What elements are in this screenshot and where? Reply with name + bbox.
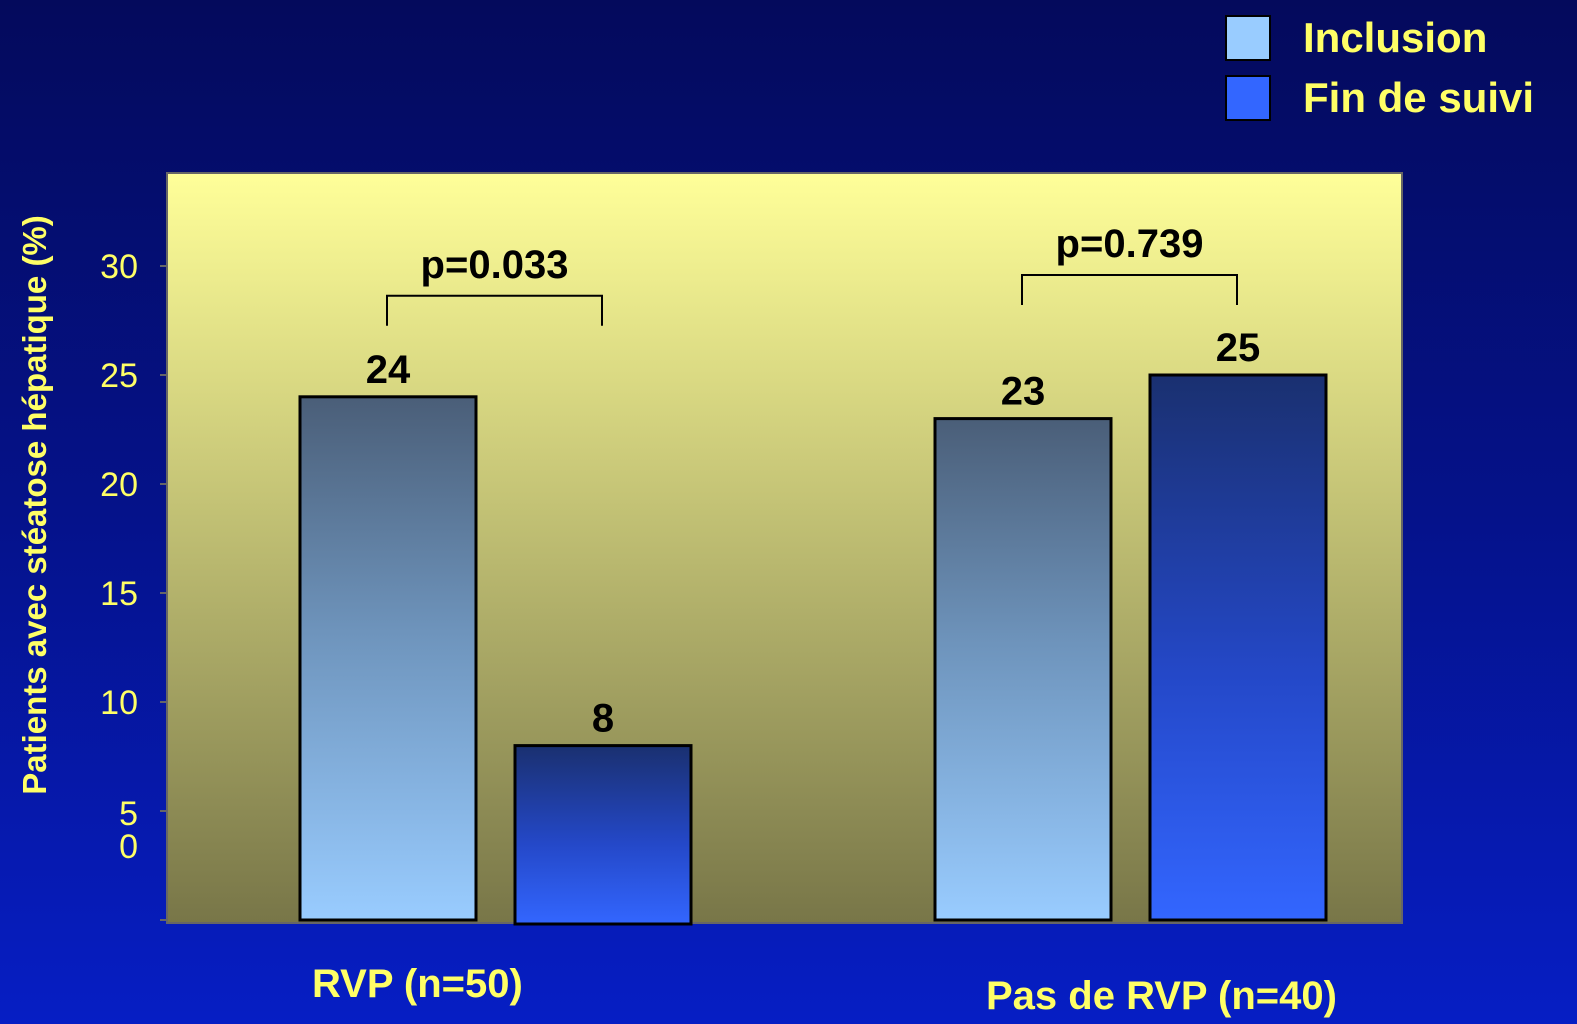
significance-bracket: [1021, 274, 1238, 305]
y-tick-label: 20: [100, 466, 138, 504]
x-category-label: Pas de RVP (n=40): [986, 974, 1337, 1018]
legend: Inclusion Fin de suivi: [1225, 8, 1534, 128]
y-tick-label: 25: [100, 357, 138, 395]
y-tick-label: 30: [100, 248, 138, 286]
y-tick-label: 0: [119, 828, 138, 866]
bar-fin-de-suivi: [513, 744, 693, 926]
bar-fin-de-suivi: [1148, 373, 1328, 922]
p-value-label: p=0.739: [1056, 222, 1204, 266]
legend-swatch-inclusion: [1225, 15, 1271, 61]
legend-swatch-fin-de-suivi: [1225, 75, 1271, 121]
y-axis-label-container: Patients avec stéatose hépatique (%): [10, 80, 60, 930]
legend-label-inclusion: Inclusion: [1303, 14, 1488, 61]
bar-value-label: 23: [1001, 370, 1046, 414]
p-value-label: p=0.033: [421, 243, 569, 287]
y-axis-label: Patients avec stéatose hépatique (%): [16, 215, 53, 795]
bar-value-label: 25: [1216, 326, 1261, 370]
legend-item-inclusion: Inclusion: [1225, 8, 1534, 68]
legend-item-fin-de-suivi: Fin de suivi: [1225, 68, 1534, 128]
legend-label-fin-de-suivi: Fin de suivi: [1303, 74, 1535, 121]
bar-inclusion: [298, 395, 478, 922]
bar-value-label: 24: [366, 348, 411, 392]
y-tick-label: 10: [100, 684, 138, 722]
y-tick-label: 5: [119, 795, 138, 833]
bar-inclusion: [933, 417, 1113, 922]
significance-bracket: [386, 294, 603, 326]
x-category-label: RVP (n=50): [312, 962, 523, 1006]
bar-value-label: 8: [592, 697, 614, 741]
y-tick-label: 15: [100, 575, 138, 613]
